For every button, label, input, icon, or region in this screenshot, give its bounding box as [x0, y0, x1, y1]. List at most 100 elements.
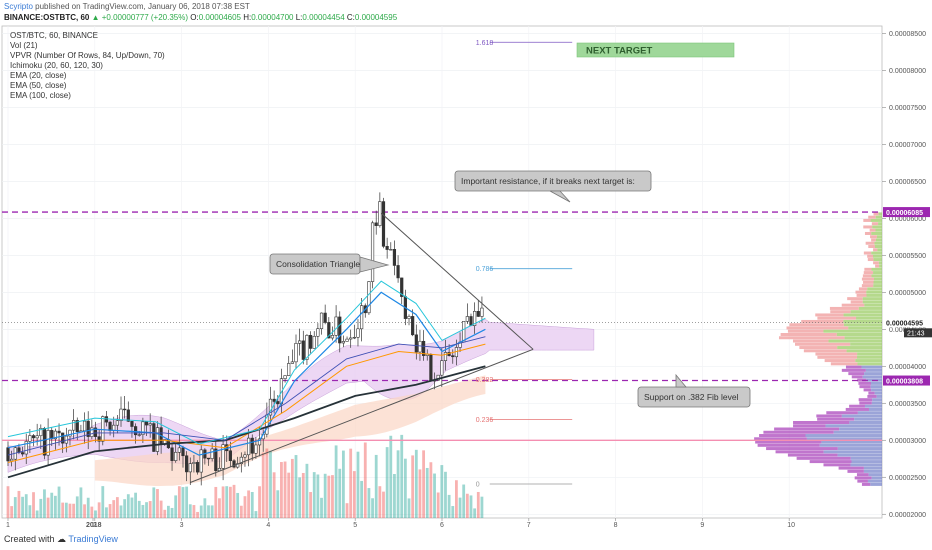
candle-up [341, 341, 345, 344]
tradingview-brand[interactable]: TradingView [68, 534, 118, 544]
candle-down [338, 316, 342, 344]
volume-bar [228, 486, 232, 518]
candle-down [133, 426, 138, 436]
low-label: L: [295, 13, 303, 22]
candle-down [130, 421, 134, 427]
vpvr-row-down [754, 437, 807, 441]
vpvr-row-down [868, 215, 876, 219]
vpvr-row-down [859, 385, 871, 389]
triangle-callout-text: Consolidation Triangle [276, 259, 360, 269]
volume-bar [243, 496, 247, 518]
vpvr-row-up [836, 332, 882, 336]
indicator-item[interactable]: EMA (50, close) [10, 81, 67, 90]
candle-up [101, 416, 105, 442]
volume-bar [170, 507, 174, 518]
high-label: H: [243, 13, 252, 22]
indicator-item[interactable]: EMA (100, close) [10, 91, 71, 100]
last-price-tag: 0.00004595 [886, 320, 923, 327]
volume-bar [469, 495, 473, 518]
volume-bar [203, 498, 207, 518]
vpvr-row-up [871, 388, 882, 392]
symbol-label: BINANCE:OSTBTC, 60 [4, 13, 90, 22]
vpvr-row-down [793, 424, 826, 428]
candle-down [20, 452, 25, 455]
volume-bar [163, 509, 167, 518]
vpvr-row-down [838, 466, 864, 470]
volume-bar [440, 465, 444, 518]
open-label: O: [190, 13, 199, 22]
vpvr-row-up [821, 440, 882, 444]
candle-up [192, 462, 196, 464]
volume-bar [400, 434, 404, 518]
x-tick-label: 3 [180, 522, 184, 529]
vpvr-row-up [843, 319, 882, 323]
candle-up [298, 340, 302, 344]
vpvr-row-down [865, 241, 875, 245]
vpvr-row-up [843, 313, 882, 317]
vpvr-row-down [815, 352, 858, 356]
countdown-label: 21:43 [907, 330, 925, 337]
candle-up [316, 328, 320, 337]
price-chart[interactable]: 0.00008500 0.00008000 0.00007500 0.00007000… [0, 24, 932, 532]
candle-down [308, 334, 313, 349]
volume-bar [90, 506, 94, 518]
vpvr-row-up [828, 339, 882, 343]
fib-level-label: 0 [476, 481, 480, 488]
vpvr-row-down [850, 300, 863, 304]
candle-down [414, 334, 418, 353]
candle-down [301, 340, 305, 360]
y-tick-label: 0.00003500 [889, 401, 926, 408]
vpvr-row-down [817, 355, 858, 359]
indicator-item[interactable]: Vol (21) [10, 41, 38, 50]
countdown-bg [904, 328, 932, 338]
candle-down [6, 447, 10, 462]
volume-bar [323, 473, 327, 518]
y-tick-label: 0.00008500 [889, 31, 926, 38]
vpvr-row-down [774, 427, 840, 431]
vpvr-row-down [829, 306, 859, 310]
vpvr-row-down [849, 404, 865, 408]
triangle-upper-line [380, 212, 534, 350]
volume-bar [28, 505, 32, 518]
volume-bar [123, 499, 127, 518]
y-tick-label: 0.00006500 [889, 179, 926, 186]
author-link[interactable]: Scyripto [4, 2, 33, 11]
indicator-item[interactable]: OST/BTC, 60, BINANCE [10, 31, 99, 40]
vpvr-row-down [855, 290, 867, 294]
volume-bar [320, 497, 323, 518]
candle-up [247, 437, 251, 456]
vpvr-row-down [857, 378, 867, 382]
candle-up [239, 456, 243, 465]
candle-down [374, 222, 378, 226]
volume-bar [50, 492, 54, 518]
x-tick-label: 2018 [86, 522, 102, 529]
volume-bar [331, 475, 334, 518]
volume-bar [422, 450, 425, 518]
candle-up [24, 441, 28, 455]
vpvr-row-down [795, 342, 851, 346]
vpvr-row-up [837, 453, 882, 457]
candle-down [228, 450, 232, 462]
vpvr-row-down [863, 388, 872, 392]
vpvr-row-down [826, 411, 858, 415]
indicator-item[interactable]: EMA (20, close) [10, 71, 67, 80]
volume-bar [352, 471, 356, 518]
candle-down [381, 201, 386, 247]
candle-down [250, 437, 254, 454]
volume-bar [403, 458, 407, 518]
volume-bar [272, 472, 276, 518]
volume-bar [134, 492, 137, 518]
candle-up [174, 451, 178, 461]
vpvr-row-up [878, 212, 882, 216]
volume-bar [418, 469, 422, 518]
candle-up [53, 430, 57, 440]
indicator-item[interactable]: Ichimoku (20, 60, 120, 30) [10, 61, 103, 70]
vpvr-row-up [873, 271, 882, 275]
vpvr-row-down [873, 261, 879, 265]
candle-up [305, 334, 309, 360]
volume-bar [258, 486, 261, 518]
volume-bar [411, 455, 415, 518]
vpvr-row-up [857, 355, 882, 359]
indicator-item[interactable]: VPVR (Number Of Rows, 84, Up/Down, 70) [10, 51, 165, 60]
volume-bar [371, 498, 374, 518]
